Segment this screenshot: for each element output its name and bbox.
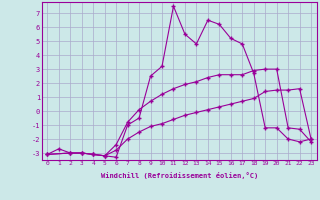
X-axis label: Windchill (Refroidissement éolien,°C): Windchill (Refroidissement éolien,°C) — [100, 172, 258, 179]
